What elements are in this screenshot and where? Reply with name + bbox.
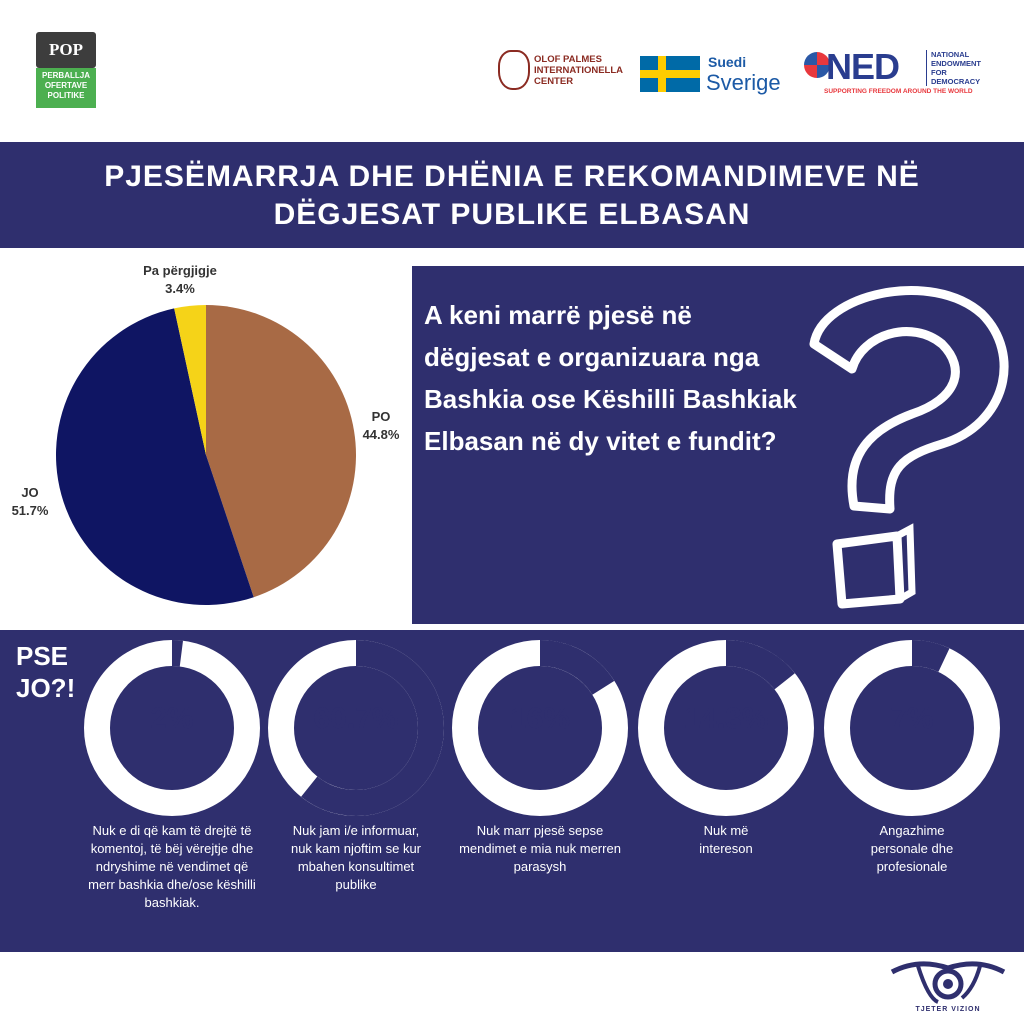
donut-caption: Nuk marr pjesë sepse mendimet e mia nuk … [459, 823, 621, 874]
donut-caption: Nuk jam i/e informuar, nuk kam njoftim s… [290, 823, 422, 892]
question-text: A keni marrë pjesë në dëgjesat e organiz… [424, 300, 797, 456]
sweden-logo-line2: Sverige [706, 70, 781, 95]
ned-logo-word: NED [826, 46, 900, 87]
pop-logo-line: PERBALLJA [41, 71, 90, 80]
pie-label-name: JO [21, 485, 39, 500]
donut-chart: 14.3% [638, 640, 814, 816]
pop-logo-tagline: PERBALLJA OFERTAVE POLITIKE [36, 68, 96, 108]
swedish-flag-icon [640, 56, 700, 92]
donut-arc [824, 640, 1000, 816]
sweden-logo: Suedi Sverige [640, 54, 790, 96]
pie-slice [56, 308, 254, 605]
why-not-label: PSE JO?! [16, 641, 76, 703]
eye-icon [890, 961, 1006, 1004]
donut-arc [84, 640, 260, 816]
pie-label-po: PO 44.8% [356, 408, 406, 444]
olof-palme-text: OLOF PALMES INTERNATIONELLA CENTER [534, 54, 624, 87]
title-band: PJESËMARRJA DHE DHËNIA E REKOMANDIMEVE N… [0, 142, 1024, 248]
pie-slice [206, 305, 356, 598]
olof-palme-logo: OLOF PALMES INTERNATIONELLA CENTER [498, 50, 623, 94]
pie-chart [56, 305, 356, 605]
donut-chart: 7% [824, 640, 1000, 816]
why-not-band: PSE JO?! 2% Nuk e di që kam të drejtë të … [0, 630, 1024, 952]
page-title: PJESËMARRJA DHE DHËNIA E REKOMANDIMEVE N… [104, 160, 920, 231]
donut-value: 2% [150, 702, 194, 735]
donut-arc [638, 640, 814, 816]
pie-label-value: 44.8% [362, 427, 400, 442]
donut-value: 60.7% [313, 702, 399, 735]
pie-label-name: Pa përgjigje [143, 263, 217, 278]
question-mark-icon [809, 286, 1009, 609]
pie-label-value: 3.4% [165, 281, 195, 296]
pie-label-value: 51.7% [11, 503, 49, 518]
donut-chart: 2% [84, 640, 260, 816]
ned-side-line: DEMOCRACY [931, 77, 981, 86]
donut-chart: 60.7% [268, 640, 444, 816]
tjeter-vizion-logo: TJETER VIZION [888, 958, 1008, 1018]
pop-logo-line: POLITIKE [47, 91, 85, 100]
donut-caption: Nuk e di që kam të drejtë të komentoj, t… [88, 823, 256, 910]
ned-side-line: FOR [931, 68, 947, 77]
question-panel: A keni marrë pjesë në dëgjesat e organiz… [412, 266, 1024, 624]
donut-ring [638, 640, 814, 816]
ned-side-line: NATIONAL [931, 50, 970, 59]
pie-slice [174, 305, 206, 455]
olof-palme-line: OLOF PALMES [534, 54, 602, 65]
donut-chart: 16% [452, 640, 628, 816]
olof-palme-line: CENTER [534, 76, 574, 87]
pie-label-name: PO [371, 409, 391, 424]
donut-caption: Nuk më intereson [699, 823, 753, 856]
donut-ring [452, 640, 628, 816]
olof-palme-portrait-icon [498, 50, 530, 90]
ned-logo-side: NATIONAL ENDOWMENT FOR DEMOCRACY [926, 50, 1001, 86]
ned-logo: NED NATIONAL ENDOWMENT FOR DEMOCRACY SUP… [804, 46, 994, 98]
pop-logo-line: OFERTAVE [44, 81, 88, 90]
sweden-logo-line1: Suedi [708, 54, 747, 70]
donut-ring [824, 640, 1000, 816]
tjeter-vizion-name: TJETER VIZION [915, 1006, 981, 1013]
donut-value: 14.3% [683, 702, 769, 735]
donut-ring [84, 640, 260, 816]
pop-logo-name: POP [36, 32, 96, 68]
ned-tagline: SUPPORTING FREEDOM AROUND THE WORLD [824, 88, 973, 95]
donut-arc [452, 640, 628, 816]
donut-arc [268, 640, 444, 816]
ned-globe-icon [804, 52, 830, 78]
donut-ring [268, 640, 444, 816]
pie-label-pa: Pa përgjigje 3.4% [130, 262, 230, 298]
donut-caption: Angazhime personale dhe profesionale [870, 823, 954, 874]
pop-logo: POP PERBALLJA OFERTAVE POLITIKE [36, 32, 96, 112]
donut-value: 7% [890, 702, 934, 735]
donut-value: 16% [509, 702, 571, 735]
olof-palme-line: INTERNATIONELLA [534, 65, 624, 76]
pie-chart-area: Pa përgjigje 3.4% PO 44.8% JO 51.7% [0, 250, 410, 630]
ned-side-line: ENDOWMENT [931, 59, 981, 68]
pie-label-jo: JO 51.7% [2, 484, 58, 520]
